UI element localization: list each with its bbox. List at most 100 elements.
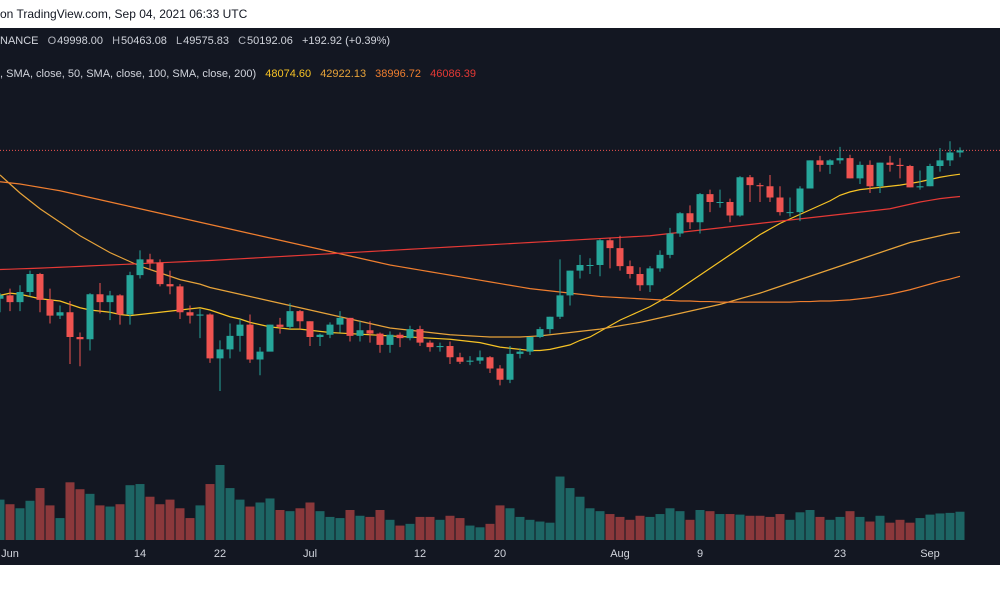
candle-body [906,166,914,188]
candle-body [246,324,254,360]
candle-body [366,330,374,334]
volume-bar [935,513,945,540]
volume-bar [25,500,35,540]
volume-bar [465,525,475,540]
candle-body [476,357,484,361]
volume-bar [195,505,205,540]
volume-bar [725,514,735,540]
volume-bar [825,519,835,540]
sma-params: , SMA, close, 50, SMA, close, 100, SMA, … [0,68,257,80]
candle-body [176,286,184,313]
x-tick-label: 23 [834,548,846,560]
candle-body [356,330,364,336]
volume-bar [405,523,415,540]
x-tick-label: Jul [303,548,317,560]
candle-body [546,316,554,330]
volume-bar [705,511,715,540]
candle-body [66,312,74,337]
volume-bar [395,525,405,540]
high-label: H [112,35,121,47]
volume-bar [815,516,825,540]
volume-bar [275,510,285,540]
candle-body [536,329,544,337]
candle-body [146,259,154,263]
candle-body [96,294,104,303]
high-value: 50463.08 [121,35,167,47]
volume-bar [755,515,765,540]
sma-value-1: 48074.60 [265,68,312,80]
close-value: 50192.06 [247,35,293,47]
volume-bar [495,505,505,540]
chart-canvas[interactable]: Jun 14 22 Jul 12 20 Aug 9 23 Sep [0,0,1000,565]
sma-value-3: 38996.72 [375,68,422,80]
volume-bar [555,476,565,540]
candle-body [486,357,494,369]
volume-bar [955,511,965,540]
ma-line-3 [0,181,961,303]
chart-panel[interactable]: Jun 14 22 Jul 12 20 Aug 9 23 Sep [0,0,1000,565]
volume-bar [175,508,185,540]
volume-bar [675,511,685,540]
volume-bar [875,515,885,540]
volume-bar [865,521,875,540]
change-value: +192.92 (+0.39%) [301,35,391,47]
sma-value-2: 42922.13 [320,68,367,80]
candle-body [386,334,394,345]
low-value: 49575.83 [183,35,230,47]
volume-bar [15,508,25,540]
volume-bar [615,516,625,540]
candle-body [316,334,324,337]
volume-bar [835,516,845,540]
volume-bar [205,484,215,540]
volume-bar [565,488,575,540]
candle-body [346,317,354,336]
candle-body [776,197,784,213]
volume-bar [765,516,775,540]
volume-bar [695,510,705,540]
volume-bar [715,514,725,540]
candle-body [596,240,604,265]
candle-body [446,346,454,358]
volume-bar [295,508,305,540]
candle-body [156,262,164,285]
candle-body [196,314,204,316]
volume-bar [385,519,395,540]
volume-bar [595,511,605,540]
volume-bar [435,519,445,540]
x-tick-label: Sep [920,548,940,560]
volume-bar [545,522,555,540]
volume-bar [335,518,345,540]
candle-body [106,295,114,303]
volume-bar [235,499,245,540]
volume-bar [95,505,105,540]
candle-body [306,321,314,337]
volume-bar [685,519,695,540]
volume-bar [265,498,275,540]
volume-bar [415,516,425,540]
volume-bar [895,519,905,540]
volume-bar [115,504,125,540]
candle-body [126,275,134,315]
candle-body [496,368,504,380]
x-tick-label: 14 [134,548,146,560]
candle-body [376,333,384,345]
candle-body [436,346,444,348]
candle-body [216,349,224,359]
volume-bar [245,506,255,540]
volume-bar [165,499,175,540]
volume-bar [775,514,785,540]
volume-bar [355,515,365,540]
candle-body [876,162,884,187]
volume-bar [795,512,805,540]
candle-body [406,329,414,339]
candle-body [636,274,644,286]
candle-body [816,160,824,165]
volume-bar [75,489,85,540]
volume-bar [915,518,925,540]
candle-body [326,324,334,335]
volume-bar [285,511,295,540]
candle-body [786,212,794,214]
volume-bar [585,508,595,540]
x-tick-label: 22 [214,548,226,560]
candle-body [916,186,924,188]
